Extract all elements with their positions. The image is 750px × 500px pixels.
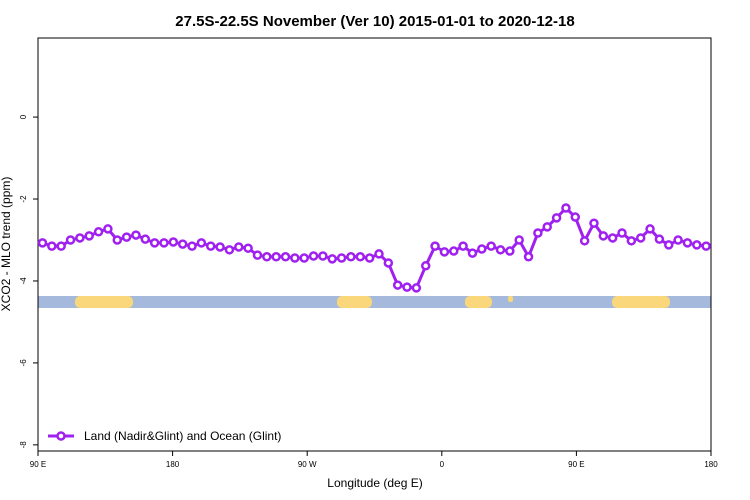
data-point [533,228,543,238]
data-point [495,245,506,255]
data-point [75,233,85,243]
data-point [224,245,235,255]
data-point [121,232,132,242]
data-point [84,231,94,241]
data-point [645,224,655,234]
data-point [336,253,347,263]
data-point [467,248,478,258]
data-point [187,241,197,251]
data-point [271,252,281,262]
land-strip [75,296,133,308]
data-point [374,249,384,259]
data-point [299,253,309,263]
data-point [551,213,562,223]
land-strip [508,296,513,302]
x-tick-label: 0 [440,460,445,469]
data-point [327,254,338,264]
data-point [37,238,48,248]
data-point [56,241,66,251]
data-point [561,203,571,213]
data-point [262,252,272,262]
data-point [607,233,618,243]
data-point [318,251,328,261]
data-point [626,236,637,246]
data-point [664,240,674,250]
legend-marker [56,431,66,441]
land-strip [337,296,372,308]
data-point [252,250,263,260]
data-point [196,238,207,248]
data-point [346,252,356,262]
y-tick-label: 0 [19,114,28,119]
land-strip [465,296,492,308]
chart-title: 27.5S-22.5S November (Ver 10) 2015-01-01… [175,13,574,30]
data-point [177,239,188,249]
land-strip [612,296,670,308]
data-point [505,246,515,256]
ocean-strip [38,296,711,308]
y-axis-label: XCO2 - MLO trend (ppm) [0,177,13,312]
data-point [542,222,552,232]
x-tick-label: 180 [166,460,180,469]
data-point [514,235,524,245]
data-point [411,283,422,293]
legend-label: Land (Nadir&Glint) and Ocean (Glint) [84,429,281,443]
data-point [430,241,440,251]
data-point [523,252,534,262]
data-point [93,227,104,237]
data-point [215,242,225,252]
data-point [449,246,459,256]
x-axis-label: Longitude (deg E) [327,476,422,490]
data-point [682,238,693,248]
data-point [420,261,431,271]
y-tick-label: -6 [19,359,28,367]
data-point [112,235,123,245]
land-ocean-strip [38,296,711,308]
data-point [458,241,468,251]
data-point [131,230,141,240]
data-point [617,228,627,238]
y-tick-label: -4 [19,277,28,285]
data-point [486,241,496,251]
data-point [392,280,403,290]
data-point [364,253,375,263]
y-tick-label: -8 [19,441,28,449]
data-point [402,282,412,292]
data-point [570,212,581,222]
data-point [159,238,169,248]
data-point [280,252,291,262]
data-point [355,252,366,262]
data-point [205,241,216,251]
data-point [47,241,57,251]
data-point [103,224,113,234]
data-point [149,238,160,248]
x-tick-label: 90 W [298,460,317,469]
data-point [598,231,609,241]
data-point [168,237,179,247]
x-tick-label: 90 E [30,460,46,469]
data-point [290,253,300,263]
data-point [234,242,244,252]
data-point [635,233,646,243]
data-point [243,243,253,253]
data-point [65,235,76,245]
x-tick-label: 180 [704,460,718,469]
data-point [439,247,450,257]
data-point [654,234,665,244]
plot-frame [37,37,712,452]
y-tick-label: -2 [19,195,28,203]
data-point [308,251,319,261]
data-point [383,258,394,268]
data-point [140,234,151,244]
data-point [701,241,711,251]
x-tick-label: 90 E [568,460,584,469]
data-point [477,244,487,254]
data-point [589,218,599,228]
data-point [692,240,702,250]
data-point [673,235,683,245]
data-point [579,236,590,246]
